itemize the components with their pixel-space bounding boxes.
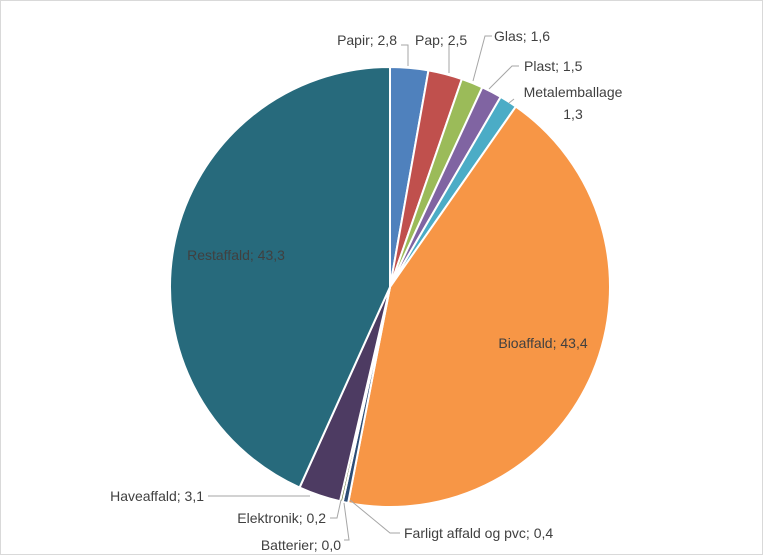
leader-line-glas: [472, 35, 492, 82]
leader-line-metalemballage: [508, 98, 515, 104]
label-restaffald: Restaffald; 43,3: [187, 247, 285, 263]
label-metalemballage-name: Metalemballage: [524, 84, 623, 100]
leader-line-papir: [401, 44, 409, 66]
label-metalemballage-value: 1,3: [563, 106, 583, 122]
label-papir: Papir; 2,8: [337, 32, 397, 48]
label-pap: Pap; 2,5: [415, 32, 467, 48]
label-haveaffald: Haveaffald; 3,1: [110, 488, 204, 504]
label-elektronik: Elektronik; 0,2: [237, 510, 326, 526]
label-glas: Glas; 1,6: [494, 28, 550, 44]
label-plast: Plast; 1,5: [524, 58, 583, 74]
pie-slice-bioaffald: [347, 105, 611, 508]
leader-line-farligt-affald: [349, 499, 400, 534]
pie-slice-restaffald: [169, 66, 391, 489]
leader-line-batterier: [343, 502, 350, 541]
label-farligt-affald: Farligt affald og pvc; 0,4: [404, 525, 553, 541]
leader-line-plast: [488, 65, 519, 90]
label-bioaffald: Bioaffald; 43,4: [498, 335, 587, 351]
leader-line-elektronik: [330, 499, 342, 519]
label-batterier: Batterier; 0,0: [261, 537, 341, 553]
